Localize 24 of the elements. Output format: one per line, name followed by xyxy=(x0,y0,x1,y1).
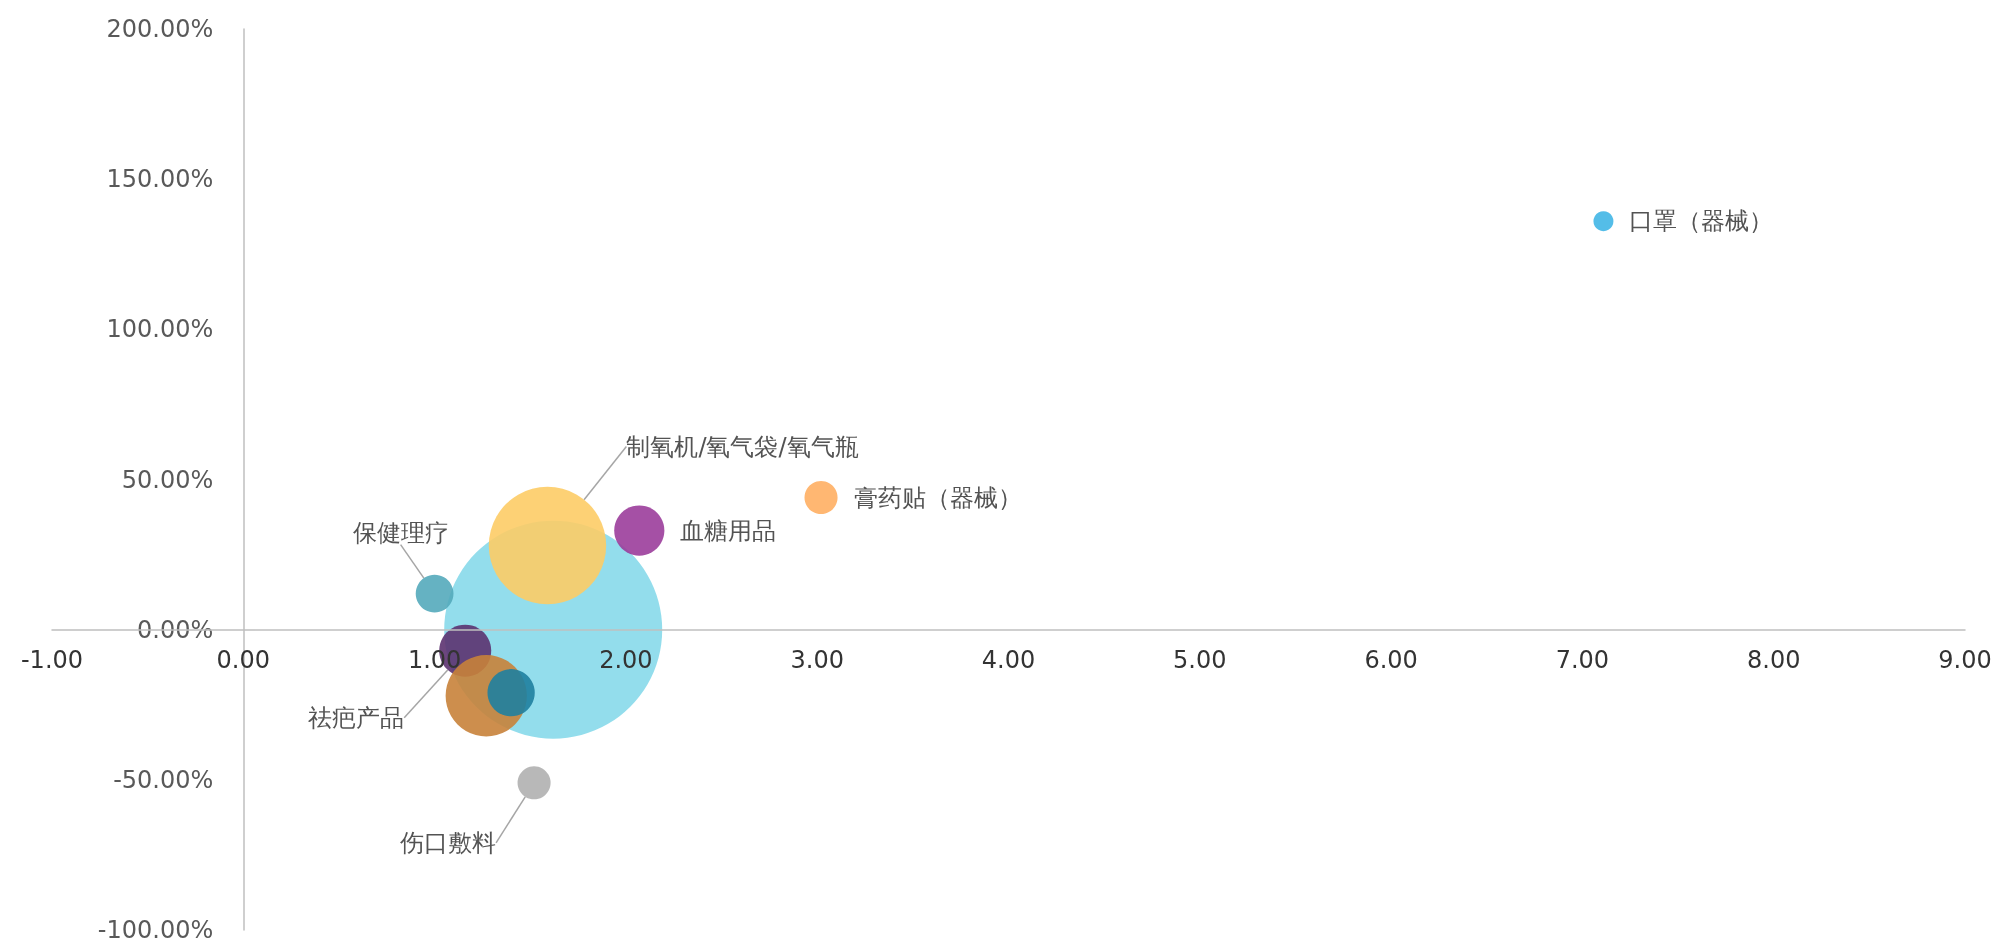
series-label: 伤口敷料 xyxy=(400,828,497,857)
x-tick-label: 7.00 xyxy=(1555,645,1610,674)
x-tick-label: 6.00 xyxy=(1364,645,1418,674)
y-tick-label: 100.00% xyxy=(106,315,214,344)
x-tick-label: 4.00 xyxy=(981,645,1036,674)
series-label: 口罩（器械） xyxy=(1629,207,1774,236)
x-tick-label: 2.00 xyxy=(599,645,653,674)
x-tick-label: 0.00 xyxy=(216,645,271,674)
y-tick-label: 50.00% xyxy=(121,465,214,494)
x-tick-label: 5.00 xyxy=(1173,645,1227,674)
y-tick-label: -100.00% xyxy=(97,916,214,944)
text: 制氧机/氧气袋/氧气瓶 xyxy=(626,432,859,461)
y-tick-label: 200.00% xyxy=(106,15,214,43)
x-tick-label: 8.00 xyxy=(1746,645,1801,674)
x-tick-label: -1.00 xyxy=(20,645,84,674)
series-label: 保健理疗 xyxy=(352,518,449,547)
y-tick-label: 0.00% xyxy=(137,615,214,644)
y-tick-label: 150.00% xyxy=(106,165,214,194)
text: 祛疤产品 xyxy=(308,703,405,732)
y-tick-label: -50.00% xyxy=(113,765,214,794)
x-tick-label: 3.00 xyxy=(790,645,844,674)
series-label: 血糖用品 xyxy=(680,516,777,545)
x-tick-label: 9.00 xyxy=(1938,645,1992,674)
series-label: 膏药贴（器械） xyxy=(853,483,1022,512)
